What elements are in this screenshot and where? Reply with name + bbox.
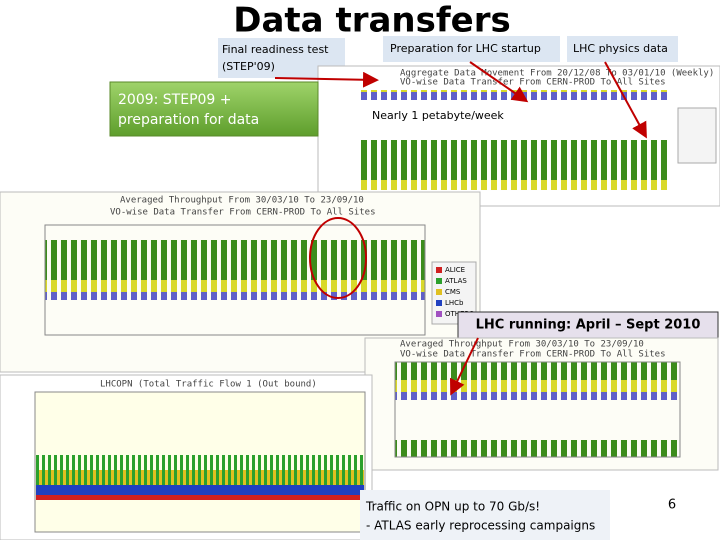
legend-label: CMS [445, 288, 461, 296]
panel-title: Averaged Throughput From 30/03/10 To 23/… [120, 196, 364, 206]
green-box-text: 2009: STEP09 + [118, 92, 232, 108]
legend-label: ATLAS [445, 277, 467, 285]
note: - ATLAS early reprocessing campaigns [366, 519, 595, 533]
label: Final readiness test [222, 43, 329, 56]
label: LHC running: April – Sept 2010 [476, 318, 701, 333]
label-box [567, 36, 678, 62]
label: (STEP'09) [222, 60, 275, 73]
chart-image [360, 90, 670, 190]
note: Traffic on OPN up to 70 Gb/s! [365, 500, 540, 514]
arrow [274, 71, 379, 88]
panel-subtitle: VO-wise Data Transfer From CERN-PROD To … [400, 350, 666, 360]
green-box-text: preparation for data [118, 112, 259, 128]
legend-swatch [436, 289, 442, 295]
legend-swatch [436, 267, 442, 273]
label-box [383, 36, 560, 62]
legend-label: ALICE [445, 266, 465, 274]
label: Preparation for LHC startup [390, 42, 541, 55]
arrow [469, 61, 529, 103]
page-number: 6 [668, 498, 676, 513]
highlight-circle [309, 217, 367, 299]
note: Nearly 1 petabyte/week [372, 109, 504, 122]
chart-image [36, 440, 364, 532]
note-box [370, 106, 492, 126]
slide-title: Data transfers [233, 1, 510, 41]
legend-swatch [436, 300, 442, 306]
legend-swatch [436, 311, 442, 317]
legend-box [677, 107, 717, 164]
arrow [449, 337, 479, 396]
label-box [457, 311, 719, 339]
panel-title: Aggregate Data Movement From 20/12/08 To… [400, 69, 714, 79]
panel-subtitle: VO-wise Data Transfer From CERN-PROD To … [110, 208, 376, 218]
legend-label: LHCb [445, 299, 464, 307]
arrow [604, 61, 647, 139]
panel-title: LHCOPN (Total Traffic Flow 1 (Out bound) [100, 380, 317, 390]
green-box [109, 81, 319, 137]
panel-subtitle: VO-wise Data Transfer From CERN-PROD To … [400, 78, 666, 88]
chart-image [394, 361, 681, 458]
panel-title: Averaged Throughput From 30/03/10 To 23/… [400, 340, 644, 350]
chart-image [44, 224, 426, 336]
label: LHC physics data [573, 42, 668, 55]
note-box [360, 490, 610, 540]
legend-swatch [436, 278, 442, 284]
